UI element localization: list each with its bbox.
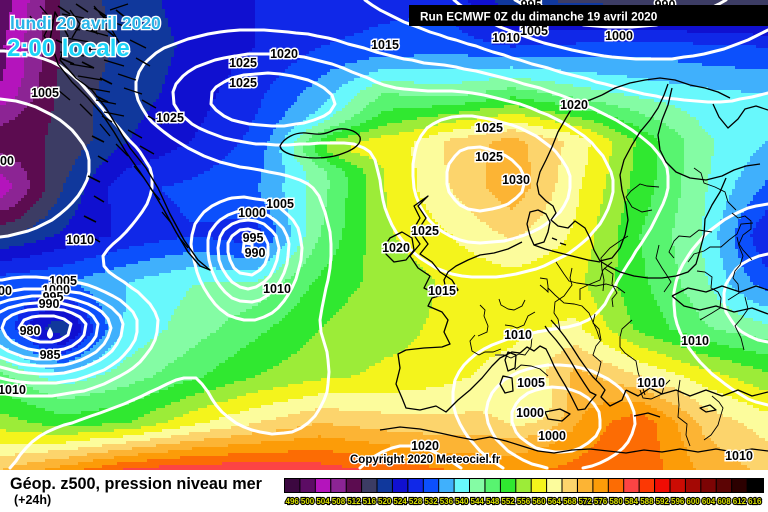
svg-text:608: 608 [717, 497, 731, 506]
svg-text:572: 572 [579, 497, 593, 506]
svg-text:1010: 1010 [492, 31, 520, 45]
svg-text:568: 568 [563, 497, 577, 506]
svg-text:1005: 1005 [517, 376, 545, 390]
svg-text:508: 508 [332, 497, 346, 506]
svg-text:2:00 locale: 2:00 locale [7, 35, 130, 62]
svg-text:1000: 1000 [42, 283, 70, 297]
svg-text:1005: 1005 [49, 274, 77, 288]
svg-text:(+24h): (+24h) [14, 493, 51, 507]
svg-text:1000: 1000 [0, 284, 12, 298]
svg-text:1000: 1000 [238, 206, 266, 220]
svg-text:1010: 1010 [637, 376, 665, 390]
svg-text:584: 584 [625, 497, 639, 506]
svg-text:1015: 1015 [428, 284, 456, 298]
svg-text:985: 985 [40, 348, 61, 362]
svg-text:552: 552 [501, 497, 515, 506]
svg-text:Copyright 2020 Meteociel.fr: Copyright 2020 Meteociel.fr [350, 454, 501, 466]
svg-text:604: 604 [702, 497, 716, 506]
svg-text:1000: 1000 [538, 429, 566, 443]
svg-text:980: 980 [20, 324, 41, 338]
svg-text:1000: 1000 [605, 29, 633, 43]
svg-text:1030: 1030 [502, 173, 530, 187]
svg-text:612: 612 [733, 497, 747, 506]
svg-text:512: 512 [347, 497, 361, 506]
svg-text:500: 500 [301, 497, 315, 506]
svg-text:lundi 20 avril 2020: lundi 20 avril 2020 [10, 13, 161, 33]
svg-text:540: 540 [455, 497, 469, 506]
svg-text:1010: 1010 [263, 282, 291, 296]
svg-text:1020: 1020 [270, 47, 298, 61]
svg-text:990: 990 [245, 246, 266, 260]
svg-text:1020: 1020 [411, 439, 439, 453]
svg-text:1005: 1005 [31, 86, 59, 100]
svg-text:990: 990 [39, 297, 60, 311]
svg-text:1025: 1025 [475, 150, 503, 164]
svg-text:544: 544 [471, 497, 485, 506]
svg-text:576: 576 [594, 497, 608, 506]
svg-text:588: 588 [640, 497, 654, 506]
svg-text:536: 536 [440, 497, 454, 506]
svg-text:528: 528 [409, 497, 423, 506]
svg-text:524: 524 [393, 497, 407, 506]
svg-text:1000: 1000 [516, 406, 544, 420]
svg-text:995: 995 [243, 231, 264, 245]
svg-text:532: 532 [424, 497, 438, 506]
svg-text:1010: 1010 [0, 383, 26, 397]
svg-text:1020: 1020 [560, 98, 588, 112]
svg-text:596: 596 [671, 497, 685, 506]
svg-text:616: 616 [748, 497, 762, 506]
svg-text:1025: 1025 [229, 56, 257, 70]
svg-text:520: 520 [378, 497, 392, 506]
svg-text:580: 580 [609, 497, 623, 506]
svg-text:1010: 1010 [725, 449, 753, 463]
svg-text:Run ECMWF 0Z du dimanche 19 av: Run ECMWF 0Z du dimanche 19 avril 2020 [420, 10, 658, 24]
svg-text:1010: 1010 [504, 328, 532, 342]
svg-text:995: 995 [43, 290, 64, 304]
svg-text:1015: 1015 [371, 38, 399, 52]
svg-text:548: 548 [486, 497, 500, 506]
svg-text:1020: 1020 [382, 241, 410, 255]
svg-text:560: 560 [532, 497, 546, 506]
svg-text:1005: 1005 [520, 24, 548, 38]
svg-text:592: 592 [656, 497, 670, 506]
svg-text:1025: 1025 [475, 121, 503, 135]
svg-text:1025: 1025 [229, 76, 257, 90]
svg-text:516: 516 [363, 497, 377, 506]
svg-text:1005: 1005 [266, 197, 294, 211]
svg-text:556: 556 [517, 497, 531, 506]
svg-text:496: 496 [286, 497, 300, 506]
svg-text:600: 600 [686, 497, 700, 506]
svg-text:1010: 1010 [681, 334, 709, 348]
svg-text:504: 504 [316, 497, 330, 506]
svg-text:1025: 1025 [156, 111, 184, 125]
svg-text:Géop. z500, pression niveau me: Géop. z500, pression niveau mer [10, 475, 263, 493]
svg-text:1010: 1010 [66, 233, 94, 247]
svg-text:564: 564 [548, 497, 562, 506]
svg-text:1000: 1000 [0, 154, 14, 168]
svg-text:1025: 1025 [411, 224, 439, 238]
